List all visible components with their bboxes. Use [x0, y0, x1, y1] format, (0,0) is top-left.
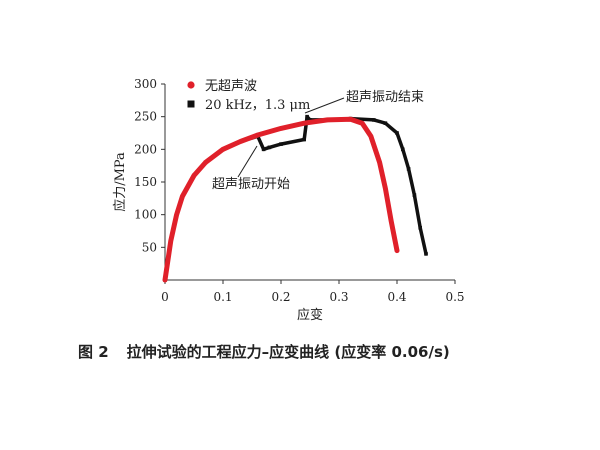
- series-1-point: [348, 117, 353, 122]
- series-2-point: [418, 225, 422, 230]
- series-1-point: [394, 248, 400, 253]
- series-1-point: [203, 160, 208, 165]
- series-1-point: [389, 219, 394, 224]
- legend-label-series-1: 无超声波: [205, 79, 257, 94]
- series-1-point: [191, 173, 197, 178]
- x-tick-label: 0: [161, 290, 169, 304]
- series-2-point: [406, 167, 411, 171]
- series-2-point: [395, 131, 399, 135]
- legend-marker-series-1: [187, 81, 195, 89]
- annotation-vibration-start-pointer: [237, 145, 258, 178]
- x-tick-label: 0.4: [387, 290, 406, 304]
- annotation-vibration-end: 超声振动结束: [346, 90, 424, 105]
- annotation-vibration-end-pointer: [304, 97, 345, 114]
- y-tick-label: 200: [134, 142, 157, 156]
- legend-marker-series-2: [187, 100, 195, 108]
- y-tick-label: 100: [134, 208, 157, 222]
- annotation-vibration-start: 超声振动开始: [212, 177, 290, 192]
- x-tick-label: 0.5: [445, 290, 464, 304]
- series-2-point: [279, 142, 283, 146]
- y-tick-label: 150: [134, 175, 157, 189]
- series-2-point: [412, 193, 417, 197]
- series-2-point: [305, 114, 309, 119]
- y-tick-label: 50: [142, 240, 157, 254]
- series-1-point: [302, 121, 307, 126]
- series-2-point: [401, 147, 405, 152]
- series-2-point: [383, 121, 388, 125]
- series-1-point: [278, 126, 284, 131]
- series-1-point: [162, 277, 168, 283]
- figure-caption-text: 拉伸试验的工程应力–应变曲线 (应变率 0.06/s): [126, 343, 450, 361]
- x-tick-label: 0.1: [213, 290, 232, 304]
- series-1-point: [168, 238, 173, 243]
- x-axis-title: 应变: [297, 307, 323, 323]
- y-axis-title: 应力/MPa: [112, 152, 128, 212]
- series: [162, 114, 428, 283]
- series-2-point: [267, 145, 272, 150]
- x-tick-label: 0.2: [271, 290, 290, 304]
- series-2-point: [302, 137, 306, 142]
- x-tick-label: 0.3: [329, 290, 348, 304]
- series-1-point: [238, 139, 243, 144]
- figure-caption: 图 2 拉伸试验的工程应力–应变曲线 (应变率 0.06/s): [78, 341, 578, 362]
- ticks: 0 0.1 0.2 0.3 0.4 0.5 50 100 150 200 250 300: [134, 77, 464, 304]
- series-2-point: [424, 252, 428, 256]
- series-1-point: [368, 134, 374, 139]
- series-1-point: [255, 132, 260, 138]
- y-tick-label: 250: [134, 110, 157, 124]
- series-2-point: [261, 147, 266, 152]
- series-1-point: [220, 147, 226, 152]
- y-tick-label: 300: [134, 77, 157, 91]
- series-1-point: [325, 117, 330, 123]
- series-1-point: [383, 186, 388, 191]
- annotations: 超声振动开始 超声振动结束: [212, 90, 424, 192]
- legend: 无超声波 20 kHz，1.3 μm: [187, 79, 310, 113]
- series-2-point: [372, 118, 376, 122]
- series-1-point: [180, 194, 185, 199]
- figure-number: 图 2: [78, 343, 109, 361]
- series-1-point: [377, 160, 382, 165]
- legend-label-series-2: 20 kHz，1.3 μm: [205, 98, 310, 113]
- series-1-point: [174, 212, 179, 217]
- series-1-point: [360, 121, 365, 126]
